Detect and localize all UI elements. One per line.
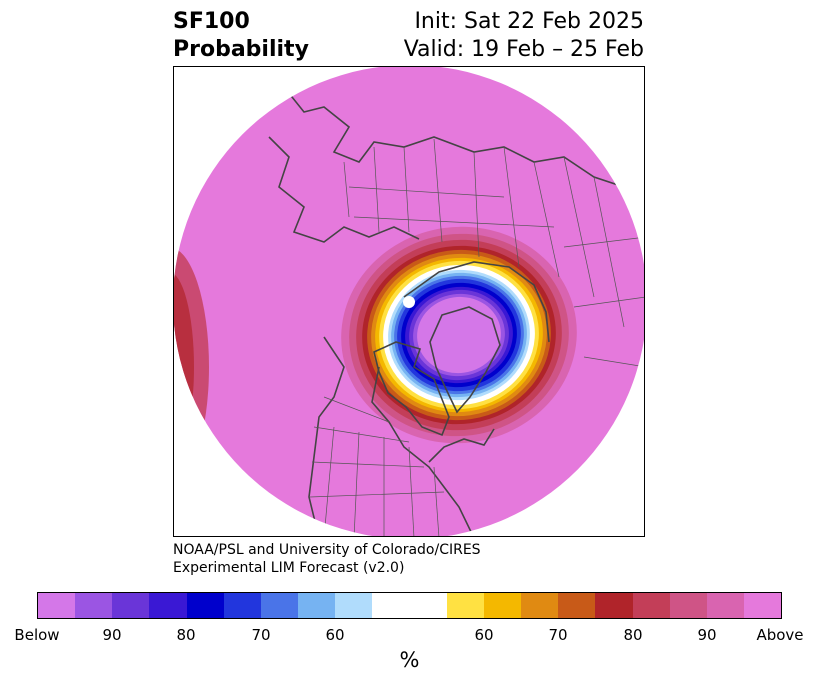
colorbar-ticks: Below 90 80 70 60 60 70 80 90 Above <box>0 626 819 646</box>
colorbar-swatch <box>186 593 224 618</box>
colorbar-swatch <box>372 593 410 618</box>
colorbar-swatch <box>112 593 150 618</box>
colorbar-swatch <box>446 593 484 618</box>
colorbar-swatch <box>483 593 522 618</box>
tick-label: 60 <box>474 626 494 644</box>
tick-label: 80 <box>623 626 643 644</box>
title-type: Probability <box>173 37 309 62</box>
date-block: Init: Sat 22 Feb 2025 Valid: 19 Feb – 25… <box>404 8 644 64</box>
tick-label: 60 <box>325 626 345 644</box>
title-block: SF100 Probability <box>173 8 309 64</box>
colorbar-swatch <box>595 593 633 618</box>
tick-label: 70 <box>548 626 568 644</box>
colorbar-swatch <box>260 593 299 618</box>
colorbar-swatch <box>75 593 113 618</box>
colorbar-swatch <box>521 593 559 618</box>
colorbar-swatch <box>669 593 707 618</box>
tick-label: 70 <box>251 626 271 644</box>
tick-label: 90 <box>102 626 122 644</box>
colorbar-swatch <box>149 593 187 618</box>
tick-label: 90 <box>697 626 717 644</box>
map-panel <box>173 66 645 537</box>
valid-range: Valid: 19 Feb – 25 Feb <box>403 37 644 62</box>
colorbar-swatch <box>743 593 782 618</box>
colorbar-swatch <box>298 593 336 618</box>
colorbar-unit: % <box>399 648 420 672</box>
colorbar-swatch <box>38 593 76 618</box>
credit-line-1: NOAA/PSL and University of Colorado/CIRE… <box>173 542 481 558</box>
credit-text: NOAA/PSL and University of Colorado/CIRE… <box>173 541 481 577</box>
political-borders <box>309 138 644 536</box>
init-date: Init: Sat 22 Feb 2025 <box>414 9 644 34</box>
title-variable: SF100 <box>173 9 250 34</box>
coastlines <box>268 86 644 536</box>
colorbar-swatch <box>223 593 261 618</box>
colorbar-swatch <box>335 593 373 618</box>
colorbar-swatch <box>632 593 670 618</box>
colorbar-swatch <box>409 593 447 618</box>
missing-data-spot <box>403 296 415 308</box>
tick-label: Above <box>756 626 804 644</box>
tick-label: 80 <box>176 626 196 644</box>
credit-line-2: Experimental LIM Forecast (v2.0) <box>173 560 405 576</box>
tick-label: Below <box>14 626 60 644</box>
polar-map <box>174 67 644 536</box>
colorbar <box>37 592 782 619</box>
colorbar-swatch <box>706 593 744 618</box>
colorbar-swatch <box>558 593 596 618</box>
